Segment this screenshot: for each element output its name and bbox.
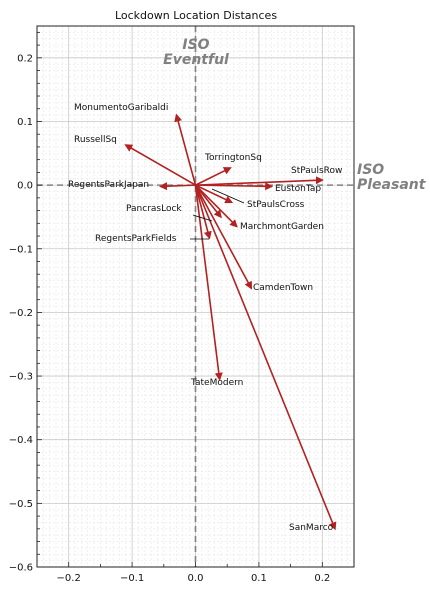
y-tick-label: −0.4	[9, 435, 33, 446]
y-tick-label: −0.6	[9, 563, 33, 574]
plot-frame	[36, 25, 355, 568]
y-tick-label: 0.1	[17, 117, 33, 128]
vector-arrow-russellsq	[124, 144, 196, 186]
y-tick-label: 0.0	[17, 181, 33, 192]
vector-label-sanmarco: SanMarco	[289, 523, 334, 533]
vector-arrow-regentsparkjapan	[159, 182, 196, 191]
y-tick-label: −0.5	[9, 499, 33, 510]
vector-label-stpaulscross: StPaulsCross	[247, 200, 305, 210]
vector-label-regentsparkjapan: RegentsParkJapan	[68, 180, 149, 190]
vector-label-russellsq: RussellSq	[74, 135, 117, 145]
iso-pleasant-label-line2: Pleasant	[357, 177, 427, 193]
vector-label-marchmontgarden: MarchmontGarden	[240, 222, 324, 232]
iso-pleasant-label-line1: ISO	[357, 162, 384, 178]
x-tick-label: −0.2	[57, 573, 81, 584]
x-tick-label: 0.1	[251, 573, 267, 584]
vector-label-pancraslock: PancrasLock	[126, 204, 182, 214]
y-tick-label: 0.2	[17, 53, 33, 64]
vector-label-stpaulsrow: StPaulsRow	[291, 166, 342, 176]
chart-title: Lockdown Location Distances	[115, 9, 277, 22]
vector-label-torringtonsq: TorringtonSq	[204, 153, 262, 163]
vector-arrow-regentsparkfields	[194, 184, 212, 240]
vector-arrow-stpaulsrow	[195, 176, 324, 186]
vector-arrow-torringtonsq	[195, 167, 232, 186]
x-tick-label: −0.1	[120, 573, 144, 584]
vector-label-tatemodern: TateModern	[190, 378, 243, 388]
vector-label-camdentown: CamdenTown	[253, 283, 313, 293]
vector-label-monumentogaribaldi: MonumentoGaribaldi	[74, 103, 168, 113]
vector-label-eustontap: EustonTap	[275, 184, 321, 194]
vector-arrow-marchmontgarden	[194, 184, 238, 228]
y-tick-label: −0.3	[9, 372, 33, 383]
vector-arrow-stpaulscross	[195, 184, 234, 204]
grid	[37, 26, 354, 568]
vector-arrow-eustontap	[195, 182, 274, 191]
leader-line-stpaulscross	[211, 188, 245, 204]
x-tick-label: 0.0	[188, 573, 204, 584]
vectors	[124, 113, 337, 531]
x-tick-label: 0.2	[314, 573, 330, 584]
zero-axes	[37, 26, 354, 567]
y-tick-label: −0.1	[9, 244, 33, 255]
leader-line-pancraslock	[192, 214, 213, 222]
vector-label-regentsparkfields: RegentsParkFields	[95, 234, 177, 244]
y-tick-label: −0.2	[9, 308, 33, 319]
iso-eventful-label-line1: ISO	[182, 37, 209, 53]
vector-arrow-sanmarco	[194, 184, 337, 531]
vector-arrow-monumentogaribaldi	[174, 113, 197, 186]
vector-labels: MonumentoGaribaldi RussellSq TorringtonSq S…	[68, 103, 342, 533]
vector-arrow-camdentown	[194, 184, 253, 290]
iso-eventful-label-line2: Eventful	[163, 52, 229, 68]
